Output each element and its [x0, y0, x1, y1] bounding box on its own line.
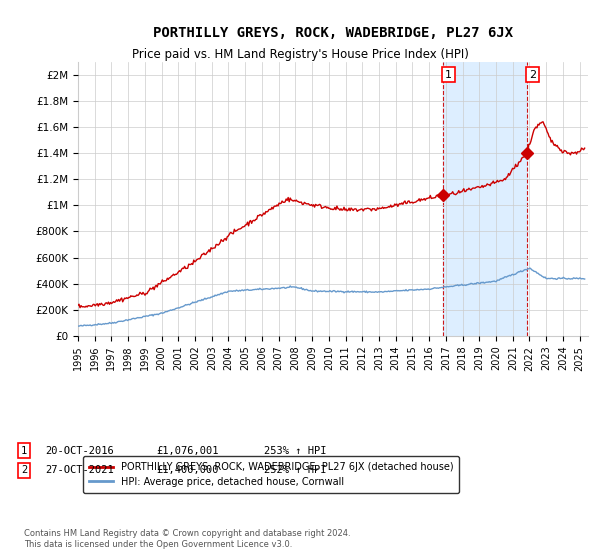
Text: 1: 1	[445, 69, 452, 80]
Text: 252% ↑ HPI: 252% ↑ HPI	[264, 465, 326, 475]
Text: 2: 2	[21, 465, 27, 475]
Legend: PORTHILLY GREYS, ROCK, WADEBRIDGE, PL27 6JX (detached house), HPI: Average price: PORTHILLY GREYS, ROCK, WADEBRIDGE, PL27 …	[83, 456, 459, 493]
Text: 1: 1	[21, 446, 27, 456]
Text: £1,400,000: £1,400,000	[156, 465, 218, 475]
Bar	[443, 62, 527, 336]
Text: 253% ↑ HPI: 253% ↑ HPI	[264, 446, 326, 456]
Text: £1,076,001: £1,076,001	[156, 446, 218, 456]
Title: PORTHILLY GREYS, ROCK, WADEBRIDGE, PL27 6JX: PORTHILLY GREYS, ROCK, WADEBRIDGE, PL27 …	[153, 26, 513, 40]
Text: 2: 2	[529, 69, 536, 80]
Text: Price paid vs. HM Land Registry's House Price Index (HPI): Price paid vs. HM Land Registry's House …	[131, 48, 469, 60]
Text: 20-OCT-2016: 20-OCT-2016	[45, 446, 114, 456]
Text: Contains HM Land Registry data © Crown copyright and database right 2024.
This d: Contains HM Land Registry data © Crown c…	[24, 529, 350, 549]
Text: 27-OCT-2021: 27-OCT-2021	[45, 465, 114, 475]
